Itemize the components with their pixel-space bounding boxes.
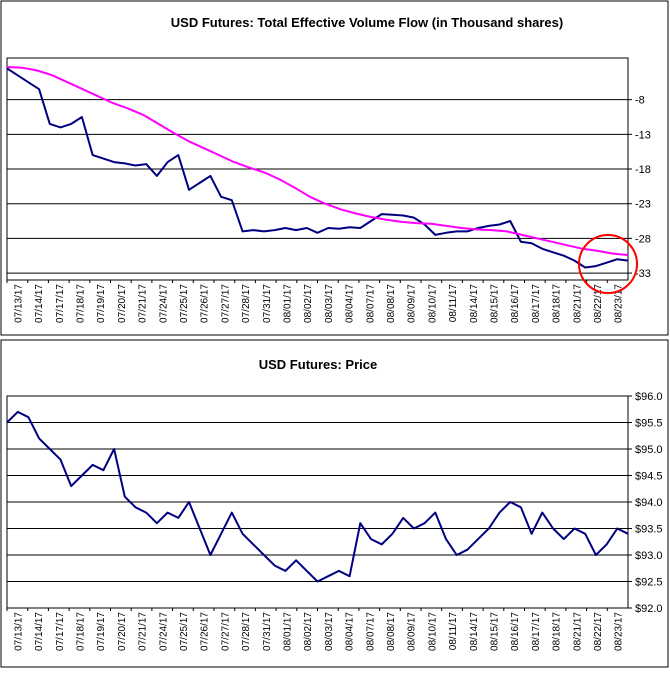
x-axis-ticks: 07/13/17 07/14/17 07/17/17 07/18/17 07/19/17…	[6, 608, 625, 651]
x-tick-label: 08/11/17	[448, 612, 459, 651]
x-tick-label: 07/20/17	[117, 612, 128, 651]
volume-flow-line	[6, 67, 629, 269]
chart-title: USD Futures: Price	[259, 357, 377, 372]
x-tick-label: 08/15/17	[489, 612, 500, 651]
x-tick-label: 07/18/17	[75, 612, 86, 651]
x-tick-label: 08/21/17	[572, 612, 583, 651]
y-tick-label: $93.0	[635, 550, 663, 562]
x-tick-label: 07/21/17	[138, 284, 149, 323]
x-tick-label: 07/21/17	[138, 612, 149, 651]
y-tick-label: -33	[635, 268, 651, 280]
highlight-circle	[578, 234, 638, 294]
x-tick-label: 08/09/17	[407, 284, 418, 323]
y-tick-label: $94.5	[635, 471, 663, 483]
x-tick-label: 08/08/17	[386, 612, 397, 651]
x-tick-label: 07/24/17	[158, 284, 169, 323]
x-tick-label: 07/14/17	[34, 284, 45, 323]
series-group	[6, 66, 629, 269]
y-axis-ticks: $96.0 $95.5 $95.0 $94.5 $94.0 $93.5 $93.0 $92.5…	[628, 391, 663, 615]
x-tick-label: 08/11/17	[448, 284, 459, 323]
x-tick-label: 07/27/17	[220, 612, 231, 651]
x-tick-label: 08/10/17	[427, 612, 438, 651]
y-tick-label: -28	[635, 233, 651, 245]
x-tick-label: 07/13/17	[13, 284, 24, 323]
x-tick-label: 08/16/17	[510, 284, 521, 323]
y-tick-label: -18	[635, 164, 651, 176]
x-tick-label: 07/27/17	[220, 284, 231, 323]
x-tick-label: 07/26/17	[200, 284, 211, 323]
x-tick-label: 07/25/17	[179, 612, 190, 651]
gridlines	[7, 99, 628, 274]
x-tick-label: 08/02/17	[303, 284, 314, 323]
x-tick-label: 08/22/17	[593, 612, 604, 651]
x-tick-label: 08/07/17	[365, 612, 376, 651]
x-tick-label: 08/23/17	[614, 612, 625, 651]
x-tick-label: 07/28/17	[241, 284, 252, 323]
average-line	[6, 66, 629, 256]
volume-flow-panel: USD Futures: Total Effective Volume Flow…	[0, 0, 669, 336]
x-tick-label: 08/02/17	[303, 612, 314, 651]
y-tick-label: $93.5	[635, 524, 663, 536]
panel-frame	[0, 339, 669, 668]
y-tick-label: -8	[635, 95, 645, 107]
x-tick-label: 08/01/17	[282, 612, 293, 651]
x-tick-label: 07/31/17	[262, 612, 273, 651]
x-tick-label: 07/14/17	[34, 612, 45, 651]
x-tick-label: 07/19/17	[96, 612, 107, 651]
price-line	[6, 410, 629, 583]
x-tick-label: 08/14/17	[469, 612, 480, 651]
x-tick-label: 08/04/17	[345, 284, 356, 323]
y-tick-label: -23	[635, 199, 651, 211]
x-tick-label: 08/21/17	[572, 284, 583, 323]
x-tick-label: 07/20/17	[117, 284, 128, 323]
y-tick-label: $96.0	[635, 391, 663, 403]
x-tick-label: 08/09/17	[407, 612, 418, 651]
y-tick-label: $94.0	[635, 497, 663, 509]
x-tick-label: 07/25/17	[179, 284, 190, 323]
x-tick-label: 08/01/17	[282, 284, 293, 323]
x-tick-label: 08/08/17	[386, 284, 397, 323]
y-tick-label: $95.5	[635, 418, 663, 430]
x-tick-label: 08/14/17	[469, 284, 480, 323]
x-tick-label: 08/23/17	[614, 284, 625, 323]
x-tick-label: 08/18/17	[552, 284, 563, 323]
chart-title: USD Futures: Total Effective Volume Flow…	[171, 15, 563, 30]
series-group	[6, 410, 629, 583]
x-tick-label: 08/03/17	[324, 612, 335, 651]
y-axis-ticks: -8 -13 -18 -23 -28 -33	[628, 95, 651, 280]
x-tick-label: 08/17/17	[531, 284, 542, 323]
x-tick-label: 08/04/17	[345, 612, 356, 651]
x-tick-label: 08/18/17	[552, 612, 563, 651]
x-tick-label: 07/19/17	[96, 284, 107, 323]
x-tick-label: 07/24/17	[158, 612, 169, 651]
x-tick-label: 08/17/17	[531, 612, 542, 651]
x-tick-label: 08/07/17	[365, 284, 376, 323]
x-tick-label: 07/26/17	[200, 612, 211, 651]
x-tick-label: 08/22/17	[593, 284, 604, 323]
x-axis-ticks: 07/13/17 07/14/17 07/17/17 07/18/17 07/19/17…	[6, 280, 625, 323]
x-tick-label: 07/31/17	[262, 284, 273, 323]
x-tick-label: 07/13/17	[13, 612, 24, 651]
x-tick-label: 07/18/17	[75, 284, 86, 323]
y-tick-label: -13	[635, 129, 651, 141]
panel-frame	[0, 0, 669, 336]
y-tick-label: $95.0	[635, 444, 663, 456]
x-tick-label: 08/10/17	[427, 284, 438, 323]
x-tick-label: 07/17/17	[55, 612, 66, 651]
x-tick-label: 08/16/17	[510, 612, 521, 651]
y-tick-label: $92.0	[635, 603, 663, 615]
price-panel: USD Futures: Price $96.0$95.5$95.0$94.5$…	[0, 339, 669, 668]
x-tick-label: 08/03/17	[324, 284, 335, 323]
x-tick-label: 08/15/17	[489, 284, 500, 323]
x-tick-label: 07/28/17	[241, 612, 252, 651]
x-tick-label: 07/17/17	[55, 284, 66, 323]
y-tick-label: $92.5	[635, 577, 663, 589]
